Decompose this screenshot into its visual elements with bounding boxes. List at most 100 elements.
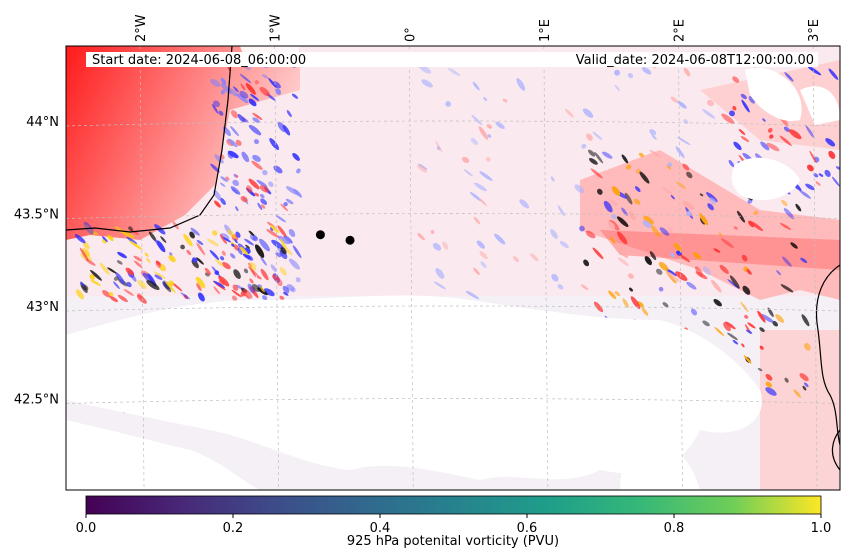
lon-tick-label: 2°E — [672, 19, 687, 42]
vorticity-streak — [702, 266, 712, 275]
vorticity-streak — [593, 301, 604, 313]
vorticity-streak — [478, 126, 489, 140]
vorticity-streak — [290, 287, 296, 293]
vorticity-streak — [442, 241, 449, 250]
vorticity-streak — [733, 141, 742, 151]
vorticity-streak — [675, 271, 688, 281]
vorticity-streak — [220, 89, 226, 95]
vorticity-streak — [611, 214, 617, 220]
vorticity-streak — [636, 301, 644, 308]
lat-tick-label: 43°N — [26, 300, 59, 315]
vorticity-streak — [268, 77, 277, 88]
colorbar-label: 925 hPa potenital vorticity (PVU) — [347, 534, 559, 549]
vorticity-streak — [213, 286, 221, 295]
vorticity-streak — [109, 291, 114, 297]
vorticity-streak — [253, 139, 260, 145]
vorticity-streak — [212, 100, 221, 108]
vorticity-streak — [102, 290, 111, 298]
vorticity-streak — [779, 135, 792, 146]
vorticity-streak — [289, 258, 300, 270]
vorticity-streak — [82, 248, 91, 257]
vorticity-streak — [580, 284, 589, 291]
vorticity-streak — [248, 124, 262, 136]
vorticity-streak — [682, 200, 695, 210]
vorticity-streak — [649, 251, 657, 261]
vorticity-streak — [480, 261, 487, 269]
vorticity-streak — [661, 186, 674, 196]
vorticity-streak — [261, 74, 269, 79]
vorticity-streak — [218, 275, 230, 287]
vorticity-streak — [272, 274, 280, 282]
meridian-line — [139, 46, 145, 490]
vorticity-streak — [676, 181, 686, 189]
vorticity-streak — [109, 296, 119, 303]
vorticity-streak — [219, 234, 227, 244]
vorticity-streak — [254, 80, 259, 85]
vorticity-streak — [512, 256, 520, 263]
vorticity-streak — [627, 273, 634, 279]
vorticity-streak — [260, 204, 266, 209]
vorticity-streak — [133, 260, 143, 268]
vorticity-streak — [128, 226, 133, 232]
vorticity-streak — [239, 73, 252, 84]
vorticity-streak — [219, 182, 226, 187]
vorticity-streak — [275, 252, 282, 258]
meridian-line — [408, 46, 414, 490]
vorticity-streak — [635, 168, 641, 174]
vorticity-streak — [212, 230, 218, 236]
vorticity-streak — [616, 216, 629, 227]
vorticity-streak — [659, 227, 670, 236]
vorticity-streak — [75, 289, 85, 300]
vorticity-streak — [244, 238, 255, 246]
vorticity-streak — [775, 314, 785, 323]
vorticity-streak — [582, 108, 594, 118]
vorticity-streak — [479, 198, 487, 206]
vorticity-streak — [831, 176, 840, 187]
vorticity-streak — [765, 387, 777, 396]
vorticity-streak — [254, 192, 260, 197]
vorticity-streak — [479, 171, 493, 181]
vorticity-streak — [252, 235, 259, 242]
vorticity-streak — [779, 222, 792, 230]
vorticity-streak — [732, 105, 737, 111]
vorticity-streak — [83, 224, 96, 236]
vorticity-streak — [530, 253, 539, 262]
vorticity-streak — [471, 114, 483, 126]
vorticity-streak — [621, 154, 629, 164]
vorticity-streak — [472, 81, 480, 91]
vorticity-streak — [195, 276, 206, 289]
vorticity-streak — [114, 226, 125, 234]
vorticity-streak — [766, 142, 780, 152]
vorticity-streak — [699, 213, 709, 226]
vorticity-streak — [256, 179, 268, 188]
vorticity-streak — [159, 264, 167, 272]
vorticity-streak — [617, 257, 630, 267]
vorticity-streak — [667, 162, 673, 168]
vorticity-streak — [190, 227, 200, 236]
vorticity-streak — [750, 221, 763, 232]
vorticity-streak — [733, 226, 738, 230]
colorbar-tick-label: 0.2 — [223, 521, 244, 536]
vorticity-streak — [282, 124, 291, 136]
vorticity-streak — [728, 159, 735, 168]
vorticity-streak — [633, 198, 641, 205]
vorticity-streak — [741, 99, 750, 113]
vorticity-streak — [711, 279, 722, 293]
vorticity-streak — [245, 244, 250, 249]
vorticity-streak — [784, 377, 789, 383]
coastline-east — [816, 264, 840, 446]
vorticity-streak — [252, 112, 263, 121]
vorticity-streak — [557, 284, 564, 290]
vorticity-streak — [622, 298, 629, 309]
vorticity-streak — [757, 310, 766, 323]
meridian-line — [274, 46, 279, 490]
vorticity-streak — [781, 199, 788, 207]
vorticity-streak — [727, 332, 738, 341]
vorticity-streak — [435, 268, 445, 279]
vorticity-streak — [146, 280, 160, 291]
parallel-line — [66, 120, 840, 127]
vorticity-streak — [218, 110, 224, 116]
vorticity-streak — [142, 272, 153, 284]
vorticity-streak — [237, 247, 243, 255]
vorticity-streak — [163, 281, 172, 293]
